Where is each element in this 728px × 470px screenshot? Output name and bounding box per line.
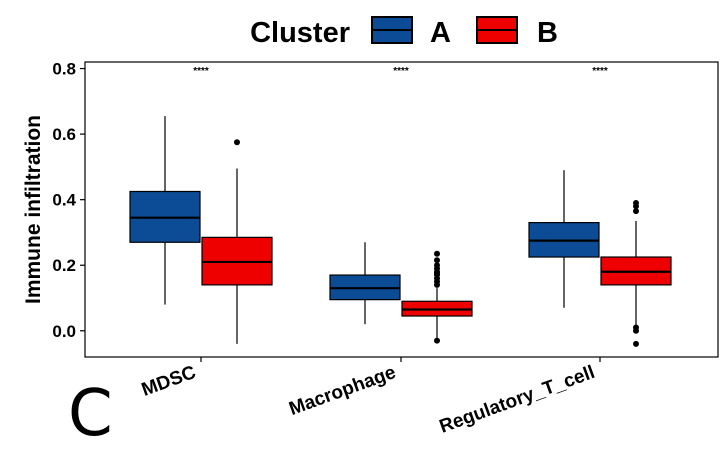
y-tick-label: 0.6 (52, 125, 76, 144)
legend-label-A: A (430, 17, 451, 49)
x-tick-label: Macrophage (286, 362, 398, 420)
significance-label: **** (393, 66, 409, 77)
significance-label: **** (193, 66, 209, 77)
outlier-point (434, 337, 440, 344)
y-axis-title: Immune infiltration (22, 115, 45, 304)
x-tick-label: Regulatory_T_cell (437, 362, 598, 438)
plot-area (129, 116, 672, 347)
outlier-point (633, 340, 639, 347)
y-tick-label: 0.4 (52, 191, 76, 210)
significance-label: **** (592, 66, 608, 77)
box-B-regulatory_t_cell (600, 199, 672, 347)
axes: 0.0 0.2 0.4 0.6 0.8 Immune infiltration MDSC **… (22, 60, 719, 438)
outlier-point (633, 208, 639, 215)
box-B-mdsc (201, 139, 273, 344)
box-A-mdsc (129, 116, 201, 305)
y-tick-label: 0.8 (52, 60, 76, 79)
outlier-point (434, 250, 440, 257)
box-A-macrophage (329, 242, 401, 325)
panel-label: C (68, 377, 113, 451)
legend-label-B: B (537, 17, 558, 49)
outlier-point (633, 327, 639, 334)
legend-title: Cluster (250, 17, 350, 49)
outlier-point (434, 257, 440, 264)
legend: Cluster A B (250, 16, 558, 49)
outlier-point (234, 139, 240, 146)
outlier-point (434, 262, 440, 269)
outlier-point (633, 199, 639, 206)
box-B-macrophage (401, 250, 473, 344)
y-tick-label: 0.2 (52, 256, 76, 275)
y-tick-label: 0.0 (52, 322, 76, 341)
box-A-regulatory_t_cell (528, 170, 600, 308)
x-tick-label: MDSC (139, 362, 199, 401)
